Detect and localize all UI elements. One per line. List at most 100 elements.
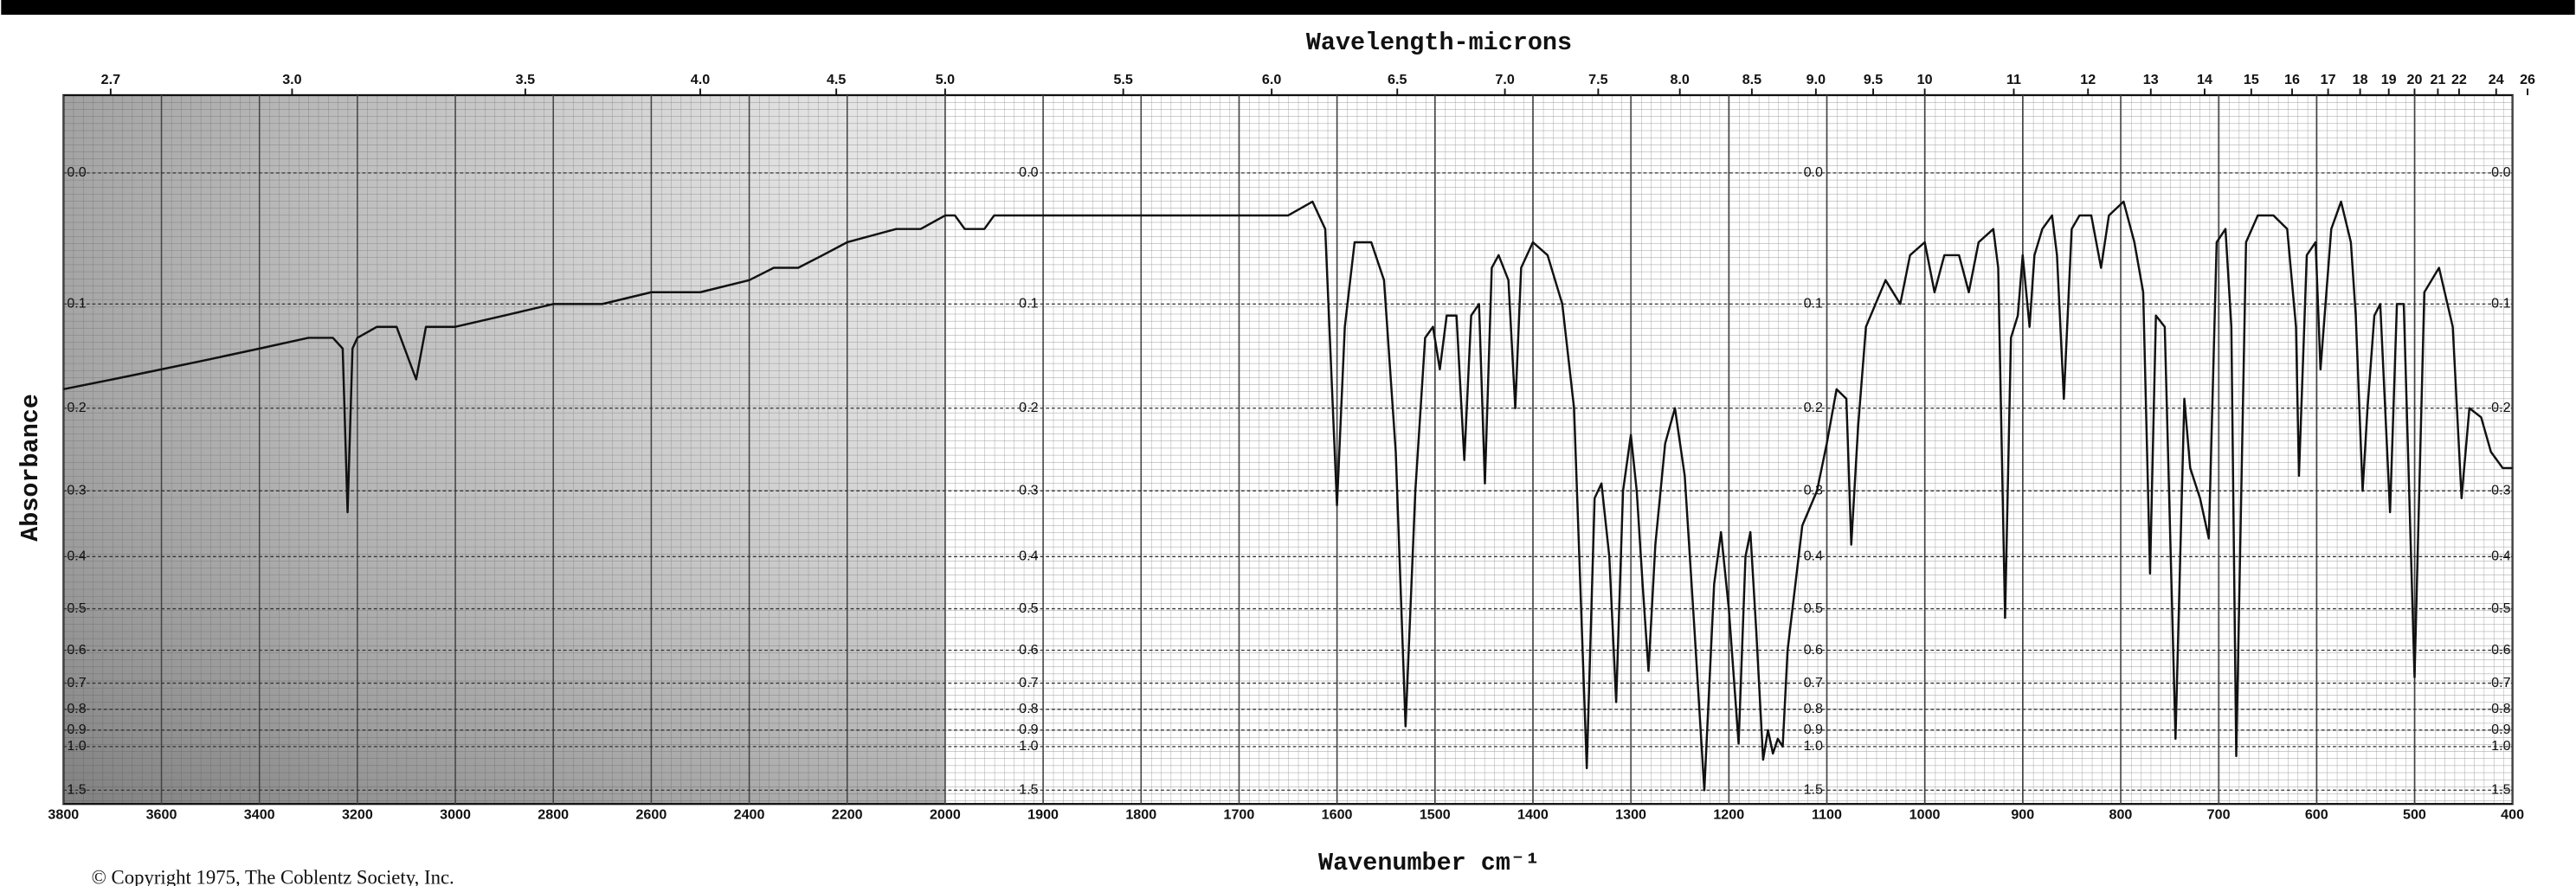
y-axis-title: Absorbance [16, 394, 45, 542]
y-tick-label: 0.0 [1019, 164, 1038, 180]
y-tick-label: 0.8 [2491, 701, 2510, 716]
y-tick-label: 0.3 [2491, 483, 2510, 498]
x-tick-label: 1500 [1420, 807, 1451, 823]
y-tick-label: 0.3 [67, 483, 86, 498]
y-tick-label: 0.9 [1019, 722, 1038, 737]
x2-tick-label: 9.5 [1864, 72, 1883, 87]
y-tick-label: 0.9 [2491, 722, 2510, 737]
x2-tick-label: 7.0 [1495, 72, 1514, 87]
x2-tick-label: 18 [2353, 72, 2368, 87]
x2-tick-label: 7.5 [1588, 72, 1607, 87]
y-tick-label: 0.8 [1019, 701, 1038, 716]
x-tick-label: 800 [2109, 807, 2133, 823]
y-tick-label: 0.5 [1804, 600, 1823, 616]
y-tick-label: 0.8 [67, 701, 86, 716]
x-tick-label: 1000 [1909, 807, 1941, 823]
y-tick-label: 0.7 [1019, 675, 1038, 690]
x2-tick-label: 20 [2407, 72, 2423, 87]
y-tick-label: 0.6 [1019, 642, 1038, 658]
x2-tick-label: 3.5 [516, 72, 535, 87]
x2-tick-label: 11 [2006, 72, 2021, 87]
x-tick-label: 500 [2403, 807, 2426, 823]
y-tick-label: 1.0 [67, 738, 86, 754]
x-tick-label: 700 [2207, 807, 2231, 823]
y-tick-label: 0.4 [67, 549, 86, 564]
y-tick-label: 0.6 [2491, 642, 2510, 658]
y-tick-label: 0.1 [2491, 296, 2510, 311]
y-tick-label: 0.5 [67, 600, 86, 616]
y-tick-label: 0.2 [1804, 400, 1823, 415]
x2-tick-label: 19 [2381, 72, 2397, 87]
scan-edge [1, 0, 2575, 16]
x2-tick-label: 12 [2080, 72, 2096, 87]
y-tick-label: 0.7 [1804, 675, 1823, 690]
y-tick-label: 0.8 [1804, 701, 1823, 716]
x-tick-label: 2200 [832, 807, 863, 823]
x2-tick-label: 6.0 [1262, 72, 1281, 87]
y-tick-label: 0.7 [2491, 675, 2510, 690]
y-tick-label: 0.7 [67, 675, 86, 690]
x2-tick-label: 15 [2244, 72, 2259, 87]
y-tick-label: 1.5 [1804, 782, 1823, 798]
y-tick-label: 1.5 [2491, 782, 2510, 798]
y-tick-label: 0.4 [2491, 549, 2510, 564]
x2-tick-label: 13 [2143, 72, 2159, 87]
x2-tick-label: 6.5 [1388, 72, 1407, 87]
x2-tick-label: 22 [2451, 72, 2467, 87]
x-tick-label: 600 [2305, 807, 2328, 823]
y-tick-label: 1.5 [67, 782, 86, 798]
spectrum-line [63, 200, 2513, 792]
y-tick-label: 0.0 [1804, 164, 1823, 180]
y-tick-label: 0.1 [1804, 296, 1823, 311]
x-tick-label: 3600 [146, 807, 177, 823]
y-tick-label: 0.4 [1804, 549, 1823, 564]
x-tick-label: 3200 [342, 807, 373, 823]
x2-tick-label: 9.0 [1806, 72, 1826, 87]
x2-tick-label: 14 [2197, 72, 2212, 87]
x-tick-label: 1900 [1027, 807, 1059, 823]
x-axis-title: Wavenumber cm⁻¹ [1318, 849, 1540, 877]
copyright: © Copyright 1975, The Coblentz Society, … [92, 867, 454, 886]
x2-tick-label: 10 [1917, 72, 1933, 87]
x2-tick-label: 26 [2520, 72, 2535, 87]
x-tick-label: 2400 [734, 807, 765, 823]
x-tick-label: 3400 [244, 807, 275, 823]
x2-tick-label: 17 [2321, 72, 2336, 87]
x-tick-label: 1600 [1322, 807, 1353, 823]
x-tick-label: 3000 [440, 807, 471, 823]
y-tick-label: 0.2 [1019, 400, 1038, 415]
x2-tick-label: 5.0 [936, 72, 955, 87]
y-tick-label: 1.0 [1019, 738, 1038, 754]
x-tick-label: 2600 [635, 807, 667, 823]
x-tick-label: 1100 [1812, 807, 1842, 823]
y-tick-label: 1.5 [1019, 782, 1038, 798]
x-tick-label: 1400 [1517, 807, 1549, 823]
x2-tick-label: 5.5 [1113, 72, 1132, 87]
x2-tick-label: 3.0 [282, 72, 301, 87]
x2-tick-label: 2.7 [101, 72, 120, 87]
x-tick-label: 1800 [1125, 807, 1156, 823]
x-tick-label: 400 [2501, 807, 2524, 823]
y-tick-label: 0.4 [1019, 549, 1038, 564]
x2-tick-label: 4.0 [691, 72, 710, 87]
x2-axis-title: Wavelength-microns [1306, 29, 1572, 57]
y-tick-label: 0.1 [1019, 296, 1038, 311]
x2-tick-label: 16 [2284, 72, 2300, 87]
y-tick-label: 0.6 [67, 642, 86, 658]
x2-tick-label: 24 [2489, 72, 2504, 87]
x2-tick-label: 8.5 [1742, 72, 1761, 87]
x-tick-label: 2000 [930, 807, 961, 823]
x-tick-label: 2800 [538, 807, 569, 823]
y-tick-label: 0.9 [67, 722, 86, 737]
x-tick-label: 900 [2011, 807, 2034, 823]
x-tick-label: 3800 [48, 807, 79, 823]
plot-layer: 3800 3600 3400 3200 3000 2800 2600 2400 2200 2000… [48, 72, 2535, 823]
y-tick-label: 0.3 [1804, 483, 1823, 498]
y-tick-label: 1.0 [2491, 738, 2510, 754]
y-tick-label: 0.3 [1019, 483, 1038, 498]
shading [63, 94, 945, 805]
x2-tick-label: 21 [2430, 72, 2445, 87]
y-tick-label: 0.5 [1019, 600, 1038, 616]
x-tick-label: 1200 [1713, 807, 1744, 823]
